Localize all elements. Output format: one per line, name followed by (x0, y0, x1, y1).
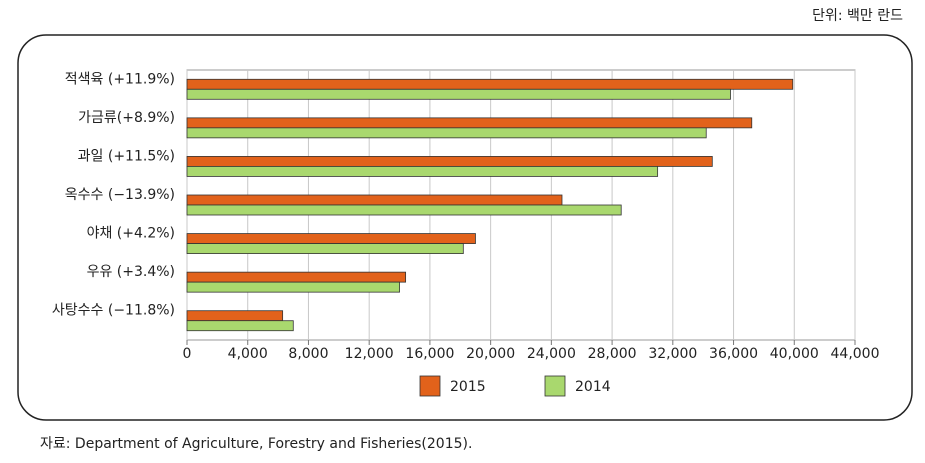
x-tick-label: 36,000 (709, 346, 758, 362)
bar (186, 166, 659, 177)
legend-label: 2015 (450, 379, 486, 395)
bar (186, 271, 407, 283)
unit-note: 단위: 백만 란드 (812, 8, 903, 24)
y-tick-label: 우유 (+3.4%) (87, 264, 175, 280)
bar (186, 243, 464, 254)
y-tick-label: 가금류(+8.9%) (78, 110, 175, 126)
x-tick-label: 0 (183, 346, 192, 362)
legend-label: 2014 (575, 379, 611, 395)
legend-swatch (419, 375, 441, 397)
x-tick-label: 20,000 (466, 346, 515, 362)
x-tick-label: 24,000 (527, 346, 576, 362)
bar (186, 204, 622, 216)
y-tick-label: 사탕수수 (−11.8%) (52, 303, 175, 319)
bar (186, 78, 794, 90)
x-tick-label: 12,000 (345, 346, 394, 362)
x-tick-label: 44,000 (831, 346, 880, 362)
bar (186, 156, 713, 167)
x-tick-label: 40,000 (770, 346, 819, 362)
source-note: 자료: Department of Agriculture, Forestry … (40, 436, 472, 452)
y-tick-label: 적색육 (+11.9%) (65, 71, 175, 87)
bar (186, 194, 563, 206)
bar (186, 320, 294, 332)
bar (186, 310, 284, 322)
x-tick-label: 8,000 (288, 346, 328, 362)
bar (186, 233, 476, 244)
y-tick-label: 야채 (+4.2%) (87, 226, 175, 242)
bar (186, 127, 707, 139)
x-tick-label: 4,000 (228, 346, 268, 362)
frame (17, 34, 913, 421)
x-tick-label: 32,000 (648, 346, 697, 362)
bar (186, 117, 753, 129)
legend-swatch (544, 375, 566, 397)
bar (186, 281, 400, 293)
bar (186, 88, 731, 100)
x-tick-label: 28,000 (588, 346, 637, 362)
y-tick-label: 과일 (+11.5%) (78, 148, 175, 164)
y-tick-label: 옥수수 (−13.9%) (65, 187, 175, 203)
x-tick-label: 16,000 (405, 346, 454, 362)
